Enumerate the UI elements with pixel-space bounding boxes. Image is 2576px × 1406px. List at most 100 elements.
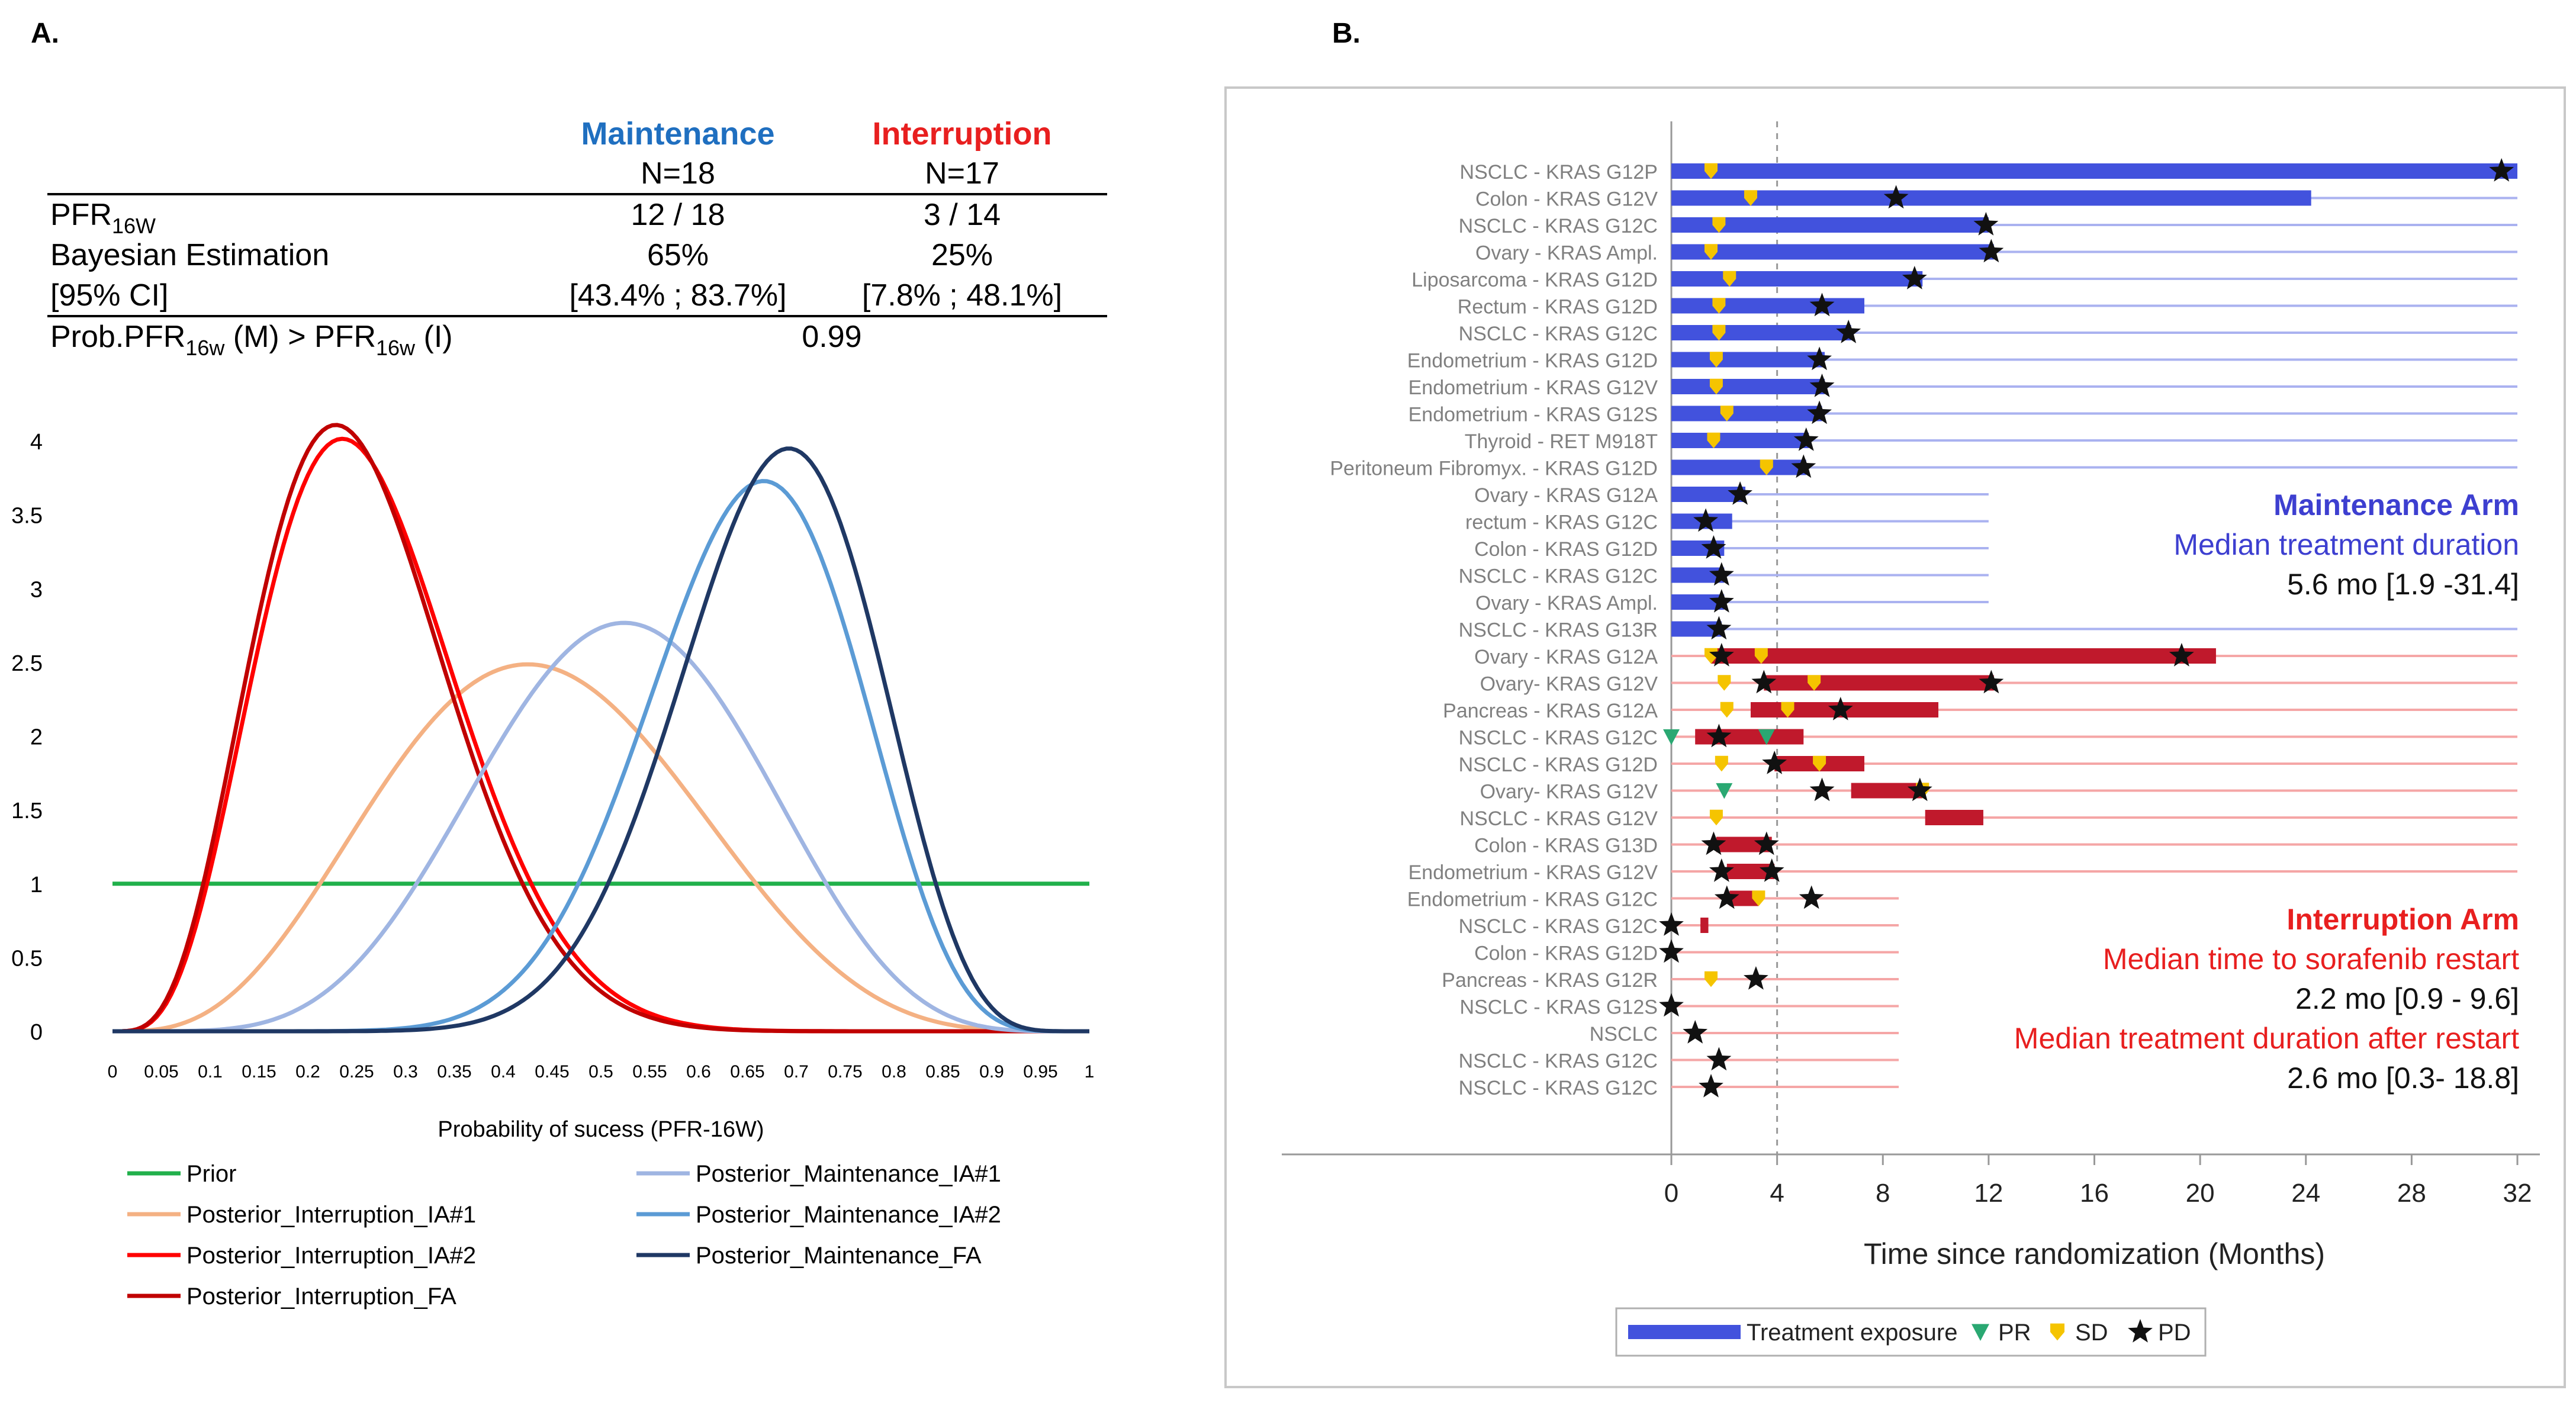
pd-marker bbox=[1907, 777, 1932, 802]
x-tick-label: 0.2 bbox=[295, 1062, 320, 1082]
pd-marker bbox=[1979, 670, 2004, 694]
table-cell: [43.4% ; 83.7%] bbox=[569, 278, 786, 313]
x-tick-label: 0.95 bbox=[1023, 1062, 1057, 1082]
series-line-posterior-maintenance-fa bbox=[112, 446, 1089, 1034]
table-cell: 12 / 18 bbox=[631, 198, 725, 232]
prob-sub-1: 16w bbox=[185, 336, 225, 360]
y-tick-label: 2.5 bbox=[11, 651, 43, 676]
prob-part-1: Prob.PFR bbox=[50, 320, 185, 354]
pd-marker bbox=[2169, 643, 2194, 667]
patient-label: Colon - KRAS G12D bbox=[1474, 942, 1658, 965]
interruption-arm-text: Median time to sorafenib restart bbox=[2103, 942, 2519, 976]
pd-marker bbox=[1979, 239, 2004, 263]
prob-part-2: (M) > PFR bbox=[224, 320, 376, 354]
x-tick-label: 16 bbox=[2080, 1179, 2109, 1208]
pr-marker bbox=[1663, 729, 1680, 745]
x-tick-label: 0.65 bbox=[730, 1062, 764, 1082]
sd-marker bbox=[1709, 809, 1723, 826]
x-tick-label: 0.05 bbox=[144, 1062, 178, 1082]
legend-label: Posterior_Interruption_IA#2 bbox=[186, 1243, 476, 1269]
pd-marker bbox=[1706, 723, 1732, 748]
y-tick-label: 3 bbox=[30, 577, 43, 602]
table-row-label-bayes: Bayesian Estimation bbox=[50, 238, 329, 272]
table-n-interruption: N=17 bbox=[925, 156, 999, 191]
treatment-bar bbox=[1671, 325, 1851, 340]
treatment-bar bbox=[1671, 379, 1825, 394]
patient-label: Pancreas - KRAS G12R bbox=[1442, 969, 1658, 992]
sd-marker bbox=[1704, 244, 1718, 260]
patient-label: NSCLC - KRAS G12C bbox=[1459, 1077, 1658, 1099]
sd-marker bbox=[1723, 271, 1736, 287]
pd-marker bbox=[1659, 939, 1684, 963]
pd-marker bbox=[1836, 320, 1861, 343]
series-line-posterior-interruption-fa bbox=[112, 423, 1089, 1034]
x-tick-label: 32 bbox=[2503, 1179, 2532, 1208]
sd-marker bbox=[1712, 324, 1726, 341]
patient-label: NSCLC - KRAS G12C bbox=[1459, 323, 1658, 345]
patient-label: NSCLC - KRAS G12C bbox=[1459, 727, 1658, 749]
treatment-bar bbox=[1671, 190, 2311, 206]
patient-label: Ovary - KRAS G12A bbox=[1474, 484, 1658, 507]
legend-label: Prior bbox=[186, 1161, 236, 1187]
pd-marker bbox=[1709, 858, 1734, 882]
sd-marker bbox=[1752, 890, 1765, 906]
pd-marker bbox=[1809, 777, 1835, 802]
bayesian-density-chart: 0 0.5 1 1.5 2 2.5 3 3.5 4 0 0.05 0.1 0.15 0.2 0.25 0.3 0… bbox=[11, 423, 1095, 1310]
patient-label: NSCLC - KRAS G12V bbox=[1460, 807, 1658, 830]
x-tick-label: 0.25 bbox=[339, 1062, 374, 1082]
sd-marker bbox=[1744, 190, 1757, 206]
pd-marker bbox=[1751, 670, 1777, 694]
legend-label: PD bbox=[2158, 1320, 2191, 1346]
table-cell: [7.8% ; 48.1%] bbox=[862, 278, 1062, 313]
patient-label: Colon - KRAS G13D bbox=[1474, 835, 1658, 857]
pd-marker bbox=[1744, 966, 1768, 990]
patient-label: NSCLC - KRAS G12C bbox=[1459, 565, 1658, 588]
patient-label: Endometrium - KRAS G12V bbox=[1408, 861, 1658, 884]
patient-label: Thyroid - RET M918T bbox=[1465, 430, 1658, 453]
x-tick-label: 1 bbox=[1085, 1062, 1095, 1082]
sd-marker bbox=[1720, 702, 1734, 718]
pd-marker bbox=[1902, 266, 1927, 289]
patient-label: Endometrium - KRAS G12C bbox=[1407, 889, 1658, 911]
pd-marker bbox=[1799, 885, 1824, 909]
y-tick-label: 2 bbox=[30, 725, 43, 750]
series-line-posterior-maintenance-ia-1 bbox=[112, 620, 1089, 1034]
interruption-arm-value-2: 2.6 mo [0.3- 18.8] bbox=[2287, 1061, 2519, 1095]
pd-marker bbox=[1754, 831, 1779, 855]
pd-marker bbox=[1828, 697, 1853, 720]
pd-marker bbox=[1701, 535, 1726, 559]
pfr-label: PFR bbox=[50, 198, 112, 232]
panel-b-label: B. bbox=[1332, 18, 1361, 49]
y-tick-label: 1.5 bbox=[11, 799, 43, 823]
x-tick-label: 0.4 bbox=[491, 1062, 516, 1082]
pd-marker bbox=[1659, 912, 1684, 936]
sd-marker bbox=[1754, 648, 1768, 664]
patient-label: Liposarcoma - KRAS G12D bbox=[1411, 269, 1658, 291]
pd-marker bbox=[1709, 643, 1734, 667]
swimmer-plot: 0 4 8 12 16 20 24 28 32 Time since randomization … bbox=[1282, 121, 2540, 1357]
treatment-bar bbox=[1671, 433, 1809, 448]
x-axis-label: Time since randomization (Months) bbox=[1864, 1237, 2325, 1270]
patient-label: Pancreas - KRAS G12A bbox=[1443, 700, 1658, 722]
legend-label: Posterior_Maintenance_FA bbox=[696, 1243, 982, 1269]
patient-label: NSCLC - KRAS G13R bbox=[1459, 619, 1658, 642]
maintenance-arm-text: Median treatment duration bbox=[2173, 528, 2519, 561]
x-tick-label: 0.55 bbox=[632, 1062, 667, 1082]
patient-label: NSCLC - KRAS G12D bbox=[1459, 754, 1658, 776]
sd-marker bbox=[1704, 971, 1718, 987]
patient-label: rectum - KRAS G12C bbox=[1465, 511, 1658, 534]
pd-marker bbox=[1699, 1074, 1723, 1098]
legend-label: Posterior_Maintenance_IA#1 bbox=[696, 1161, 1001, 1187]
sd-marker bbox=[1781, 702, 1794, 718]
patient-label: Colon - KRAS G12D bbox=[1474, 538, 1658, 561]
x-tick-label: 0.3 bbox=[393, 1062, 418, 1082]
pd-marker bbox=[1693, 508, 1718, 532]
y-tick-label: 0 bbox=[30, 1020, 43, 1045]
treatment-bar bbox=[1700, 918, 1709, 933]
sd-marker bbox=[1704, 163, 1718, 179]
pd-marker bbox=[1809, 292, 1835, 317]
y-tick-label: 1 bbox=[30, 873, 43, 897]
sd-marker bbox=[1712, 217, 1726, 233]
sd-marker bbox=[1808, 675, 1821, 691]
